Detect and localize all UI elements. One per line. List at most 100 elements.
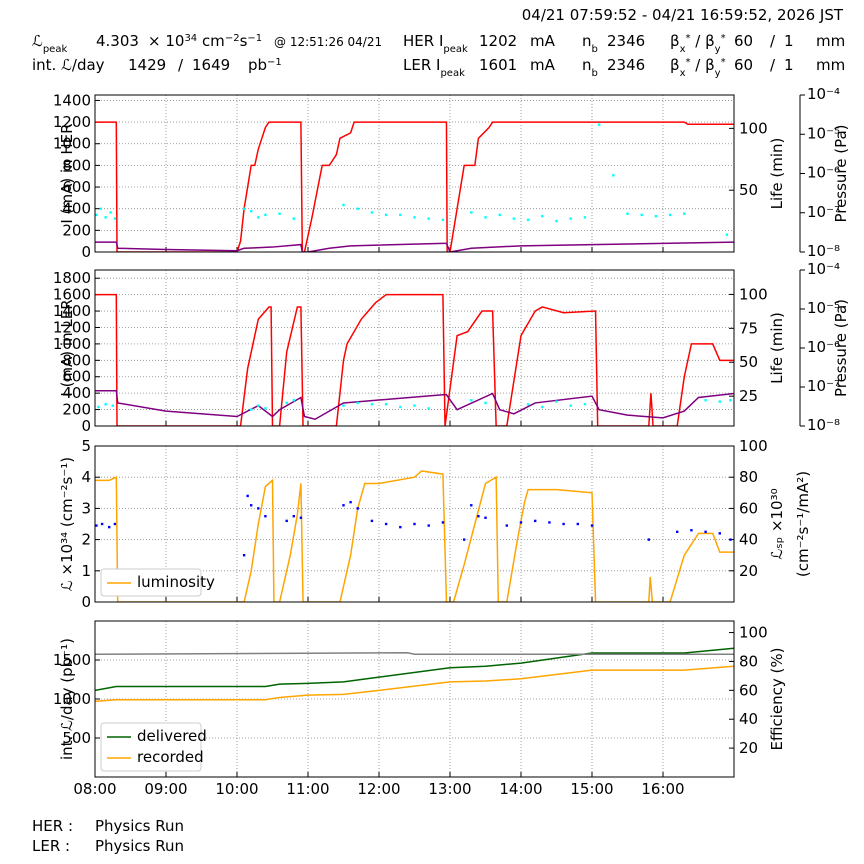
y3-axis-label: Pressure (Pa) [832,299,850,397]
y2-tick-label: 100 [739,285,768,303]
y-tick-label: 1400 [53,91,91,109]
legend-label: delivered [137,727,207,745]
header-beta-x: 60 [734,56,753,74]
marker [729,399,732,402]
marker [278,212,281,215]
marker [104,403,107,406]
y2-axis-label: Life (min) [768,312,786,384]
header-unit-part: s [240,32,248,50]
series-line [95,389,734,421]
marker [342,203,345,207]
marker [463,538,466,541]
header-label: ℒpeak [32,32,67,55]
marker [470,211,473,214]
y2-tick-label: 75 [739,319,758,337]
marker [484,516,487,519]
y-tick-label: 1500 [53,651,91,669]
marker [654,214,658,218]
marker [441,521,445,524]
header-current: 1601 [479,56,517,74]
y-tick-label: 1200 [53,318,91,336]
y-tick-label: 0 [81,243,91,261]
marker [95,524,98,527]
marker [292,399,295,402]
marker [99,207,102,210]
header-beta-label-sup: * [686,33,691,44]
header-delivered: 1649 [192,56,230,74]
header-current-unit: mA [530,32,556,50]
header-unit-sup: −2 [225,33,240,44]
header-nb-label: nb [582,56,598,79]
header-current: 1202 [479,32,517,50]
date-range: 04/21 07:59:52 - 04/21 16:59:52, 2026 JS… [522,6,844,24]
header-beta-label-part: β [670,56,680,74]
marker [704,399,707,402]
y2-tick-label: 60 [739,499,758,517]
series-line [95,121,734,252]
marker [384,403,388,406]
y-tick-label: 600 [62,178,91,196]
y3-axis-label: Pressure (Pa) [832,124,850,222]
header-beta-x: 60 [734,32,753,50]
y-tick-label: 800 [62,351,91,369]
y2-tick-label: 50 [739,181,758,199]
header-value: 4.303 [96,32,139,50]
x-tick-label: 13:00 [428,780,471,798]
header-beta-label-sub: x [680,68,686,79]
header-unit: pb−1 [248,56,282,74]
series-line [95,470,734,602]
marker [583,216,587,219]
header-beta-label-sup: * [686,57,691,68]
marker [108,525,111,529]
legend-box [100,568,202,597]
header-label-part: HER I [403,32,443,50]
y-tick-label: 200 [62,401,91,419]
y2-tick-label: 80 [739,652,758,670]
marker [370,211,374,214]
marker [342,504,345,507]
y3-tick-label: 10⁻⁴ [807,260,840,278]
marker [356,507,359,510]
marker [264,213,267,217]
y-axis-label: int. ℒ/day (pb⁻¹) [58,638,76,760]
y-tick-label: 1000 [53,135,91,153]
header-unit-sup: 34 [184,33,197,44]
x-tick-label: 12:00 [357,780,400,798]
marker [109,211,112,214]
header-beta-label: βx* / βy* [670,32,726,55]
header-unit-part: pb [248,56,267,74]
marker [704,530,707,533]
y-tick-label: 3 [81,499,91,517]
y3-tick-label: 10⁻⁸ [807,416,840,434]
header-unit-part: × 10 [148,32,184,50]
y-tick-label: 0 [81,417,91,435]
y3-tick-label: 10⁻⁷ [807,377,840,395]
marker [285,519,288,523]
y-tick-label: 200 [62,221,91,239]
marker [292,515,295,518]
marker [257,507,260,510]
marker [690,529,693,532]
marker [97,405,100,409]
footer-ring: HER : [32,817,73,835]
header-label: int. ℒ/day [32,56,105,74]
y2-tick-label: 40 [739,531,758,549]
header-nb-label-part: n [582,32,592,50]
y-tick-label: 2 [81,531,91,549]
y-tick-label: 600 [62,368,91,386]
y-tick-label: 4 [81,468,91,486]
y2-tick-label: 100 [739,437,768,455]
marker [399,213,402,217]
marker [647,538,650,541]
header-beta-y: 1 [784,32,794,50]
marker [342,404,345,407]
marker [399,525,402,529]
header-beta-unit: mm [816,56,845,74]
marker [257,404,260,407]
header-separator: / [770,56,776,74]
marker [427,217,430,220]
header-beta-label-part: / β [691,32,715,50]
header-beta-unit: mm [816,32,845,50]
marker [370,403,374,406]
y3-tick-label: 10⁻⁴ [807,85,840,103]
